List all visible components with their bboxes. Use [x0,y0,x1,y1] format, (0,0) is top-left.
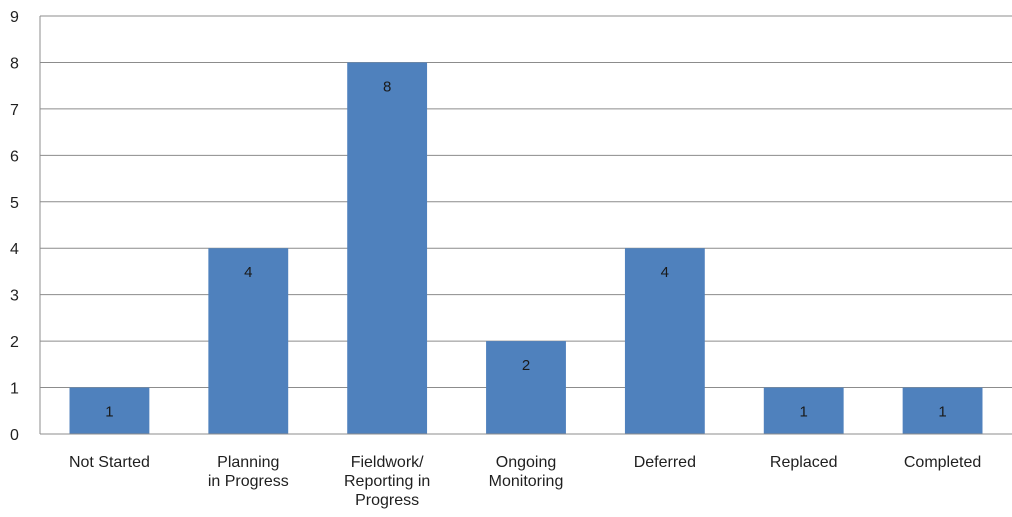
bars [69,62,983,434]
y-tick-label: 3 [10,288,19,305]
data-label: 2 [522,357,530,374]
bar-3 [347,62,428,434]
data-label: 4 [244,264,252,281]
y-tick-label: 5 [10,195,19,212]
bar-6 [763,387,844,434]
bar-7 [902,387,983,434]
x-category-label: Planning in Progress [208,454,289,490]
x-category-label: Replaced [770,454,838,471]
x-category-label-line: Deferred [634,454,696,471]
y-tick-label: 8 [10,55,19,72]
x-category-label: Ongoing Monitoring [489,454,564,490]
data-label: 1 [938,404,946,421]
x-category-label-line: Replaced [770,454,838,471]
y-tick-label: 0 [10,427,19,444]
x-category-label-line: Fieldwork/ [351,454,424,471]
y-tick-label: 1 [10,381,19,398]
x-category-label: Not Started [69,454,150,471]
data-label: 4 [661,264,669,281]
y-tick-label: 6 [10,148,19,165]
x-category-label-line: Ongoing [496,454,557,471]
data-label: 1 [800,404,808,421]
y-axis-ticks: 0 1 2 3 4 5 6 7 8 9 [10,9,19,444]
gridlines [40,15,1012,389]
bar-1 [69,387,150,434]
x-category-label-line: Monitoring [489,473,564,490]
x-category-label-line: Completed [904,454,981,471]
bar-2 [208,248,289,434]
y-tick-label: 7 [10,102,19,119]
x-category-label-line: Reporting in [344,473,430,490]
x-category-label-line: in Progress [208,473,289,490]
x-category-label: Deferred [634,454,696,471]
y-tick-label: 2 [10,334,19,351]
y-tick-label: 9 [10,9,19,26]
data-label: 8 [383,78,391,95]
x-category-label-line: Progress [355,492,419,509]
x-category-label: Fieldwork/Reporting in Progress [344,454,430,509]
bar-4 [486,341,566,434]
x-category-label: Completed [904,454,981,471]
x-axis-categories: Not Started Planning in Progress Fieldwork/… [69,454,981,509]
x-category-label-line: Not Started [69,454,150,471]
x-category-label-line: Planning [217,454,279,471]
y-tick-label: 4 [10,241,19,258]
data-label: 1 [105,404,113,421]
bar-5 [624,248,705,434]
